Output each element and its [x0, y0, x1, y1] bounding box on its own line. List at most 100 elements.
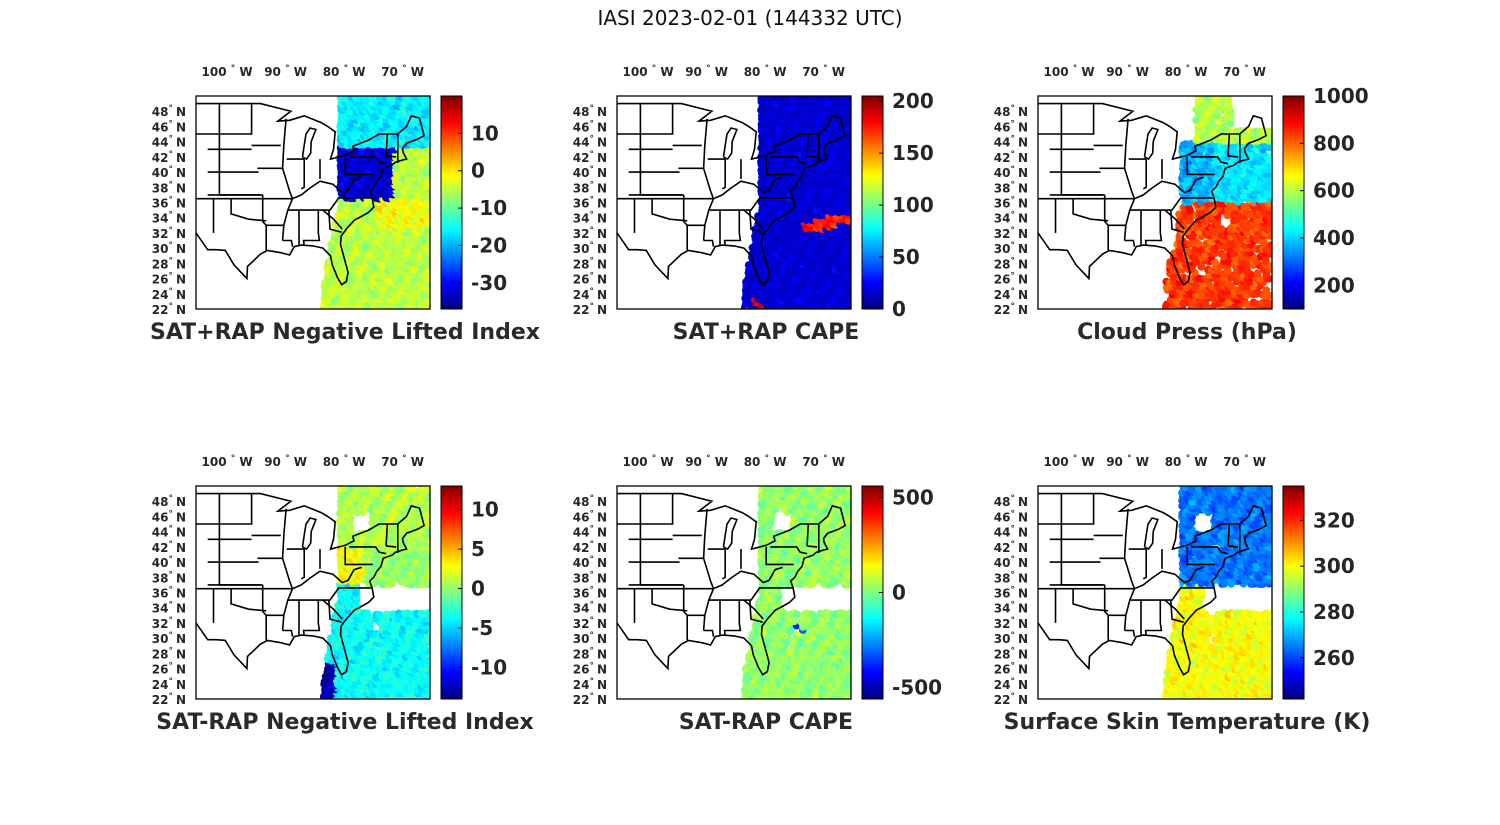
lat-tick-label: 24° N — [573, 287, 607, 302]
colorbar-tick-label: -30 — [471, 271, 507, 295]
swath-point — [424, 107, 430, 116]
lat-tick-label: 26° N — [573, 272, 607, 287]
state-line — [1228, 155, 1239, 158]
swath-point — [1192, 116, 1201, 125]
map-border — [195, 95, 431, 310]
state-line — [617, 103, 674, 135]
state-line — [1191, 156, 1229, 165]
coastline — [196, 102, 426, 286]
lat-tick-label: 44° N — [573, 135, 607, 150]
map-plot: 100 ° W 90 ° W 80 ° W 70 ° W48° N46° N44° N42°… — [573, 64, 934, 321]
state-boundaries — [1038, 102, 1268, 286]
swath-point — [1243, 266, 1252, 275]
state-line — [682, 194, 688, 251]
state-line — [703, 239, 715, 247]
state-line — [386, 155, 397, 158]
lake-outline — [1143, 127, 1159, 161]
lat-tick-label: 26° N — [994, 272, 1028, 287]
swath-point — [1266, 300, 1272, 308]
state-boundaries — [617, 102, 847, 286]
swath-point — [389, 610, 397, 619]
colorbar-tick-label: -10 — [471, 196, 507, 220]
state-line — [770, 156, 808, 165]
state-line — [806, 133, 810, 157]
map-plot: 100 ° W 90 ° W 80 ° W 70 ° W48° N46° N44° N42°… — [994, 64, 1369, 317]
swath-point — [1224, 96, 1232, 103]
lat-tick-label: 40° N — [994, 165, 1028, 180]
state-line — [282, 239, 294, 247]
lat-tick-label: 34° N — [994, 211, 1028, 226]
lat-tick-label: 36° N — [152, 196, 186, 211]
figure-title: IASI 2023-02-01 (144332 UTC) — [597, 6, 903, 30]
state-line — [1186, 156, 1215, 176]
swath-point — [1224, 298, 1233, 307]
lat-tick-label: 30° N — [573, 241, 607, 256]
colorbar — [861, 95, 884, 310]
state-line — [765, 156, 794, 176]
lat-tick-label: 32° N — [994, 226, 1028, 241]
colorbar-tick-label: 200 — [1313, 273, 1355, 297]
map-border — [616, 95, 852, 310]
lat-tick-label: 46° N — [994, 119, 1028, 134]
colorbar-tick-label: 0 — [892, 297, 906, 321]
swath-point — [1211, 258, 1219, 267]
lon-tick-label: 100 ° W — [623, 64, 674, 79]
lat-tick-label: 22° N — [573, 302, 607, 317]
state-line — [292, 176, 362, 200]
lat-tick-label: 48° N — [573, 104, 607, 119]
lon-tick-label: 90 ° W — [685, 64, 728, 79]
state-line — [385, 133, 389, 157]
swath-point — [1197, 262, 1206, 271]
state-line — [302, 210, 321, 246]
swath-point — [1243, 202, 1252, 211]
panel-title: SAT+RAP Negative Lifted Index — [150, 320, 540, 345]
state-line — [281, 118, 294, 241]
colorbar-tick-label: 600 — [1313, 179, 1355, 203]
lon-tick-label: 70 ° W — [802, 64, 845, 79]
lat-tick-label: 38° N — [994, 180, 1028, 195]
panel-sat-minus-rap-nli: 100 ° W 90 ° W 80 ° W 70 ° W 48° N 46° N 44° N 42°… — [100, 454, 590, 790]
panel-cloud-press: 100 ° W 90 ° W 80 ° W 70 ° W 48° N 46° N 44° N 42°… — [942, 64, 1432, 400]
lat-tick-label: 36° N — [573, 196, 607, 211]
state-line — [702, 118, 715, 241]
state-line — [1103, 194, 1109, 251]
state-line — [721, 159, 726, 190]
lat-tick-label: 48° N — [994, 104, 1028, 119]
lat-tick-label: 34° N — [573, 211, 607, 226]
state-line — [1038, 103, 1095, 135]
swath-point — [1185, 204, 1193, 213]
state-line — [651, 198, 688, 222]
lat-tick-label: 48° N — [152, 104, 186, 119]
lat-tick-label: 38° N — [573, 180, 607, 195]
swath-point — [1252, 300, 1261, 308]
colorbar-tick-label: 150 — [892, 141, 934, 165]
lat-tick-label: 32° N — [152, 226, 186, 241]
lat-tick-label: 38° N — [152, 180, 186, 195]
lon-tick-label: 70 ° W — [1223, 64, 1266, 79]
lat-tick-label: 34° N — [152, 211, 186, 226]
lat-tick-label: 42° N — [994, 150, 1028, 165]
map-plot: 100 ° W 90 ° W 80 ° W 70 ° W48° N46° N44° N42°… — [152, 454, 507, 707]
lat-tick-label: 22° N — [994, 302, 1028, 317]
lat-tick-label: 24° N — [994, 287, 1028, 302]
swath-point — [1217, 249, 1226, 258]
state-line — [1227, 133, 1231, 157]
map-border — [1037, 95, 1273, 310]
colorbar-tick-label: 100 — [892, 193, 934, 217]
panel-title: SAT+RAP CAPE — [672, 320, 860, 345]
lat-tick-label: 24° N — [152, 287, 186, 302]
swath-points — [740, 96, 851, 309]
coastline — [617, 102, 847, 286]
state-line — [230, 198, 267, 222]
state-line — [300, 159, 305, 190]
state-line — [261, 194, 267, 251]
colorbar-tick-label: 0 — [471, 159, 485, 183]
swath-point — [1253, 288, 1261, 296]
swath-points — [319, 96, 430, 309]
state-line — [1072, 198, 1109, 222]
swath-point — [419, 644, 428, 653]
state-line — [708, 197, 794, 211]
swath-point — [375, 610, 384, 619]
lon-tick-label: 100 ° W — [1044, 64, 1095, 79]
state-line — [344, 156, 373, 176]
